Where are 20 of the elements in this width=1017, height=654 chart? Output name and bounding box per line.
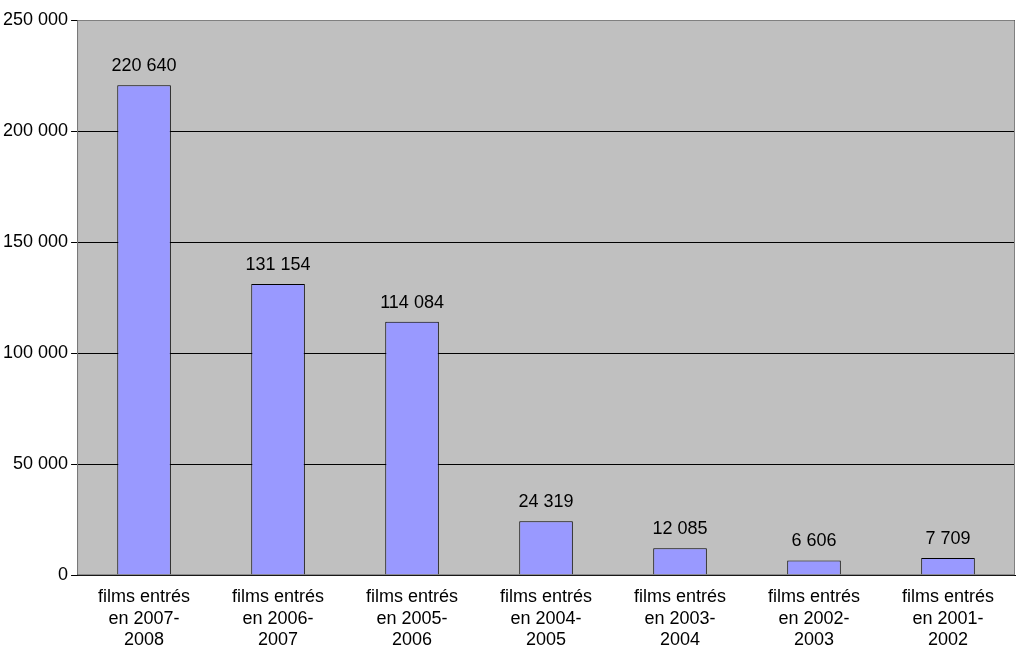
x-tick-label: films entrés en 2003-2004	[634, 585, 727, 650]
data-label: 114 084	[380, 291, 444, 312]
y-tick-label: 100 000	[2, 342, 69, 363]
x-tick-label: films entrés en 2004-2005	[500, 585, 593, 650]
data-label: 131 154	[245, 253, 311, 274]
x-tick-label: films entrés en 2005-2006	[366, 585, 459, 650]
x-tick-label: films entrés en 2007-2008	[98, 585, 191, 650]
data-label: 24 319	[518, 491, 574, 512]
y-tick-label: 250 000	[2, 8, 69, 29]
data-label: 12 085	[652, 518, 708, 539]
y-tick-label: 200 000	[2, 120, 69, 141]
x-tick-label: films entrés en 2002-2003	[768, 585, 861, 650]
x-tick-label: films entrés en 2006-2007	[232, 585, 325, 650]
data-label: 220 640	[111, 55, 177, 76]
data-label: 6 606	[791, 530, 837, 551]
data-label: 7 709	[925, 528, 971, 549]
x-tick-label: films entrés en 2001-2002	[901, 585, 995, 650]
y-tick-label: 0	[58, 564, 69, 585]
y-tick-label: 150 000	[2, 231, 69, 252]
y-tick-label: 50 000	[13, 453, 69, 474]
